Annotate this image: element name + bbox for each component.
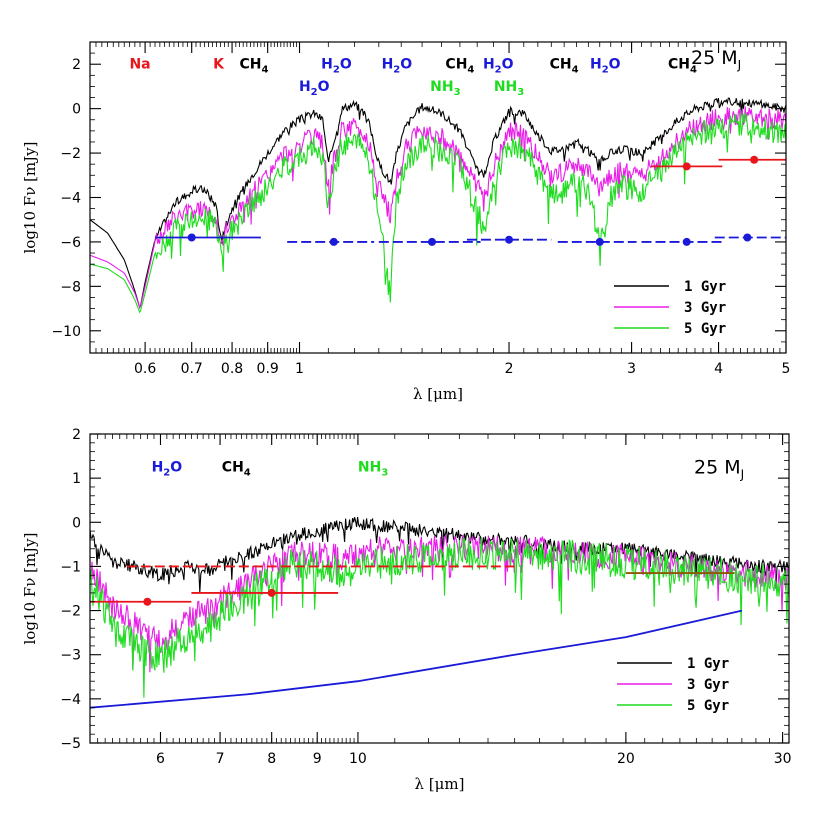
x-tick-label: 8 <box>267 751 276 767</box>
photometry-point <box>187 233 196 242</box>
species-label: CH4 <box>550 57 579 76</box>
species-label: H2O <box>590 57 621 76</box>
y-tick-label: 0 <box>72 102 81 118</box>
series-line-1-gyr <box>90 97 786 310</box>
y-tick-label: −5 <box>60 736 81 752</box>
y-tick-label: −2 <box>60 604 81 620</box>
species-label: NH3 <box>430 79 460 98</box>
x-tick-label: 0.7 <box>181 361 203 377</box>
plot-area <box>90 516 789 709</box>
photometry-point <box>427 237 436 246</box>
species-label: CH4 <box>445 57 474 76</box>
sensitivity-curve <box>90 609 743 709</box>
series-line-3-gyr <box>90 106 786 310</box>
species-label: H2O <box>321 57 352 76</box>
species-label: NH3 <box>358 460 388 479</box>
y-tick-label: −2 <box>60 146 81 162</box>
x-tick-label: 7 <box>216 751 225 767</box>
y-tick-label: −3 <box>60 648 81 664</box>
x-tick-label: 0.8 <box>221 361 243 377</box>
y-tick-label: 2 <box>72 427 81 443</box>
legend-entry: 5 Gyr <box>687 698 729 714</box>
y-tick-label: −10 <box>51 324 81 340</box>
mass-label: 25 MJ <box>694 457 744 482</box>
x-tick-label: 30 <box>774 751 792 767</box>
mass-label-subscript: J <box>740 468 745 482</box>
y-axis-title: log10 Fν [mJy] <box>21 142 39 254</box>
series-line-1-gyr <box>90 516 789 593</box>
mass-label-subscript: J <box>737 58 742 72</box>
x-tick-label: 4 <box>714 361 723 377</box>
y-tick-label: −1 <box>60 559 81 575</box>
species-label: H2O <box>382 57 413 76</box>
x-tick-label: 5 <box>782 361 791 377</box>
photometry-point <box>682 237 691 246</box>
x-tick-label: 3 <box>627 361 636 377</box>
plot-frame <box>89 433 790 744</box>
y-tick-label: −8 <box>60 279 81 295</box>
photometry-point <box>329 237 338 246</box>
plot-area <box>90 97 786 314</box>
y-tick-label: 2 <box>72 57 81 73</box>
legend-entry: 5 Gyr <box>684 321 726 337</box>
photometry-point <box>595 237 604 246</box>
mass-label: 25 MJ <box>691 47 741 72</box>
x-tick-label: 1 <box>295 361 304 377</box>
x-tick-label: 2 <box>505 361 514 377</box>
y-tick-label: −6 <box>60 235 81 251</box>
series-line-3-gyr <box>90 533 789 673</box>
species-label: H2O <box>483 57 514 76</box>
x-axis-title: λ [μm] <box>415 775 465 793</box>
x-tick-label: 6 <box>156 751 165 767</box>
y-tick-label: −4 <box>60 692 81 708</box>
photometry-point <box>267 588 276 597</box>
species-label: CH4 <box>239 57 268 76</box>
species-label: K <box>213 57 225 73</box>
x-tick-label: 10 <box>349 751 367 767</box>
photometry-point <box>743 233 752 242</box>
legend-entry: 3 Gyr <box>684 300 726 316</box>
photometry-point <box>505 235 514 244</box>
series-line-5-gyr <box>90 112 786 314</box>
x-tick-label: 20 <box>617 751 635 767</box>
photometry-point <box>750 155 759 164</box>
species-label: NH3 <box>494 79 524 98</box>
x-tick-label: 0.6 <box>134 361 156 377</box>
legend-entry: 1 Gyr <box>687 656 729 672</box>
series-line-5-gyr <box>90 536 789 698</box>
species-label: H2O <box>152 460 183 479</box>
photometry-point <box>682 162 691 171</box>
y-tick-label: 1 <box>72 471 81 487</box>
species-label: H2O <box>299 79 330 98</box>
legend-entry: 3 Gyr <box>687 677 729 693</box>
species-label: CH4 <box>668 57 697 76</box>
species-label: CH4 <box>222 460 251 479</box>
bottom-panel: 6 7 8 9 10 20 30 −5 −4 −3 −2 −1 0 1 2 λ [μm] log10 Fν [m… <box>21 427 792 793</box>
photometry-point <box>143 597 152 606</box>
x-axis-title: λ [μm] <box>413 385 463 403</box>
y-tick-label: 0 <box>72 515 81 531</box>
y-axis-title: log10 Fν [mJy] <box>21 533 39 645</box>
legend-entry: 1 Gyr <box>684 279 726 295</box>
x-tick-label: 9 <box>313 751 322 767</box>
species-label: Na <box>129 57 150 73</box>
y-tick-label: −4 <box>60 191 81 207</box>
x-tick-label: 0.9 <box>257 361 279 377</box>
top-panel: 0.6 0.7 0.8 0.9 1 2 3 4 5 −10 −8 −6 −4 −2 0 2 λ [μm] log1… <box>21 41 791 403</box>
